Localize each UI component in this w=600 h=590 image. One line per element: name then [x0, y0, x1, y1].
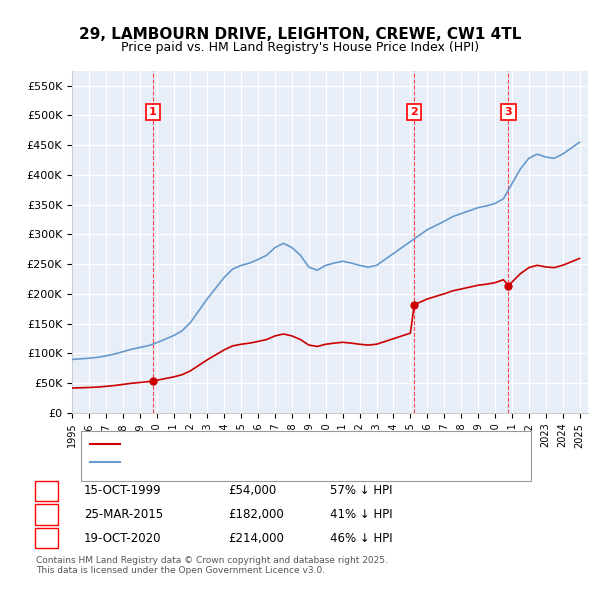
- Text: Price paid vs. HM Land Registry's House Price Index (HPI): Price paid vs. HM Land Registry's House …: [121, 41, 479, 54]
- Text: 46% ↓ HPI: 46% ↓ HPI: [330, 532, 392, 545]
- Text: 41% ↓ HPI: 41% ↓ HPI: [330, 508, 392, 521]
- Text: 15-OCT-1999: 15-OCT-1999: [84, 484, 161, 497]
- Text: 3: 3: [43, 533, 50, 543]
- Text: 1: 1: [149, 107, 157, 117]
- Text: 25-MAR-2015: 25-MAR-2015: [84, 508, 163, 521]
- Text: HPI: Average price, detached house, Cheshire East: HPI: Average price, detached house, Ches…: [126, 457, 391, 467]
- Text: 57% ↓ HPI: 57% ↓ HPI: [330, 484, 392, 497]
- Text: 1: 1: [43, 486, 50, 496]
- Text: 2: 2: [43, 510, 50, 519]
- Text: £214,000: £214,000: [228, 532, 284, 545]
- Text: 3: 3: [505, 107, 512, 117]
- Text: 2: 2: [410, 107, 418, 117]
- Text: Contains HM Land Registry data © Crown copyright and database right 2025.
This d: Contains HM Land Registry data © Crown c…: [36, 556, 388, 575]
- Text: 29, LAMBOURN DRIVE, LEIGHTON, CREWE, CW1 4TL: 29, LAMBOURN DRIVE, LEIGHTON, CREWE, CW1…: [79, 27, 521, 41]
- Text: 29, LAMBOURN DRIVE, LEIGHTON, CREWE, CW1 4TL (detached house): 29, LAMBOURN DRIVE, LEIGHTON, CREWE, CW1…: [126, 440, 493, 449]
- Text: £54,000: £54,000: [228, 484, 276, 497]
- Text: £182,000: £182,000: [228, 508, 284, 521]
- Text: 19-OCT-2020: 19-OCT-2020: [84, 532, 161, 545]
